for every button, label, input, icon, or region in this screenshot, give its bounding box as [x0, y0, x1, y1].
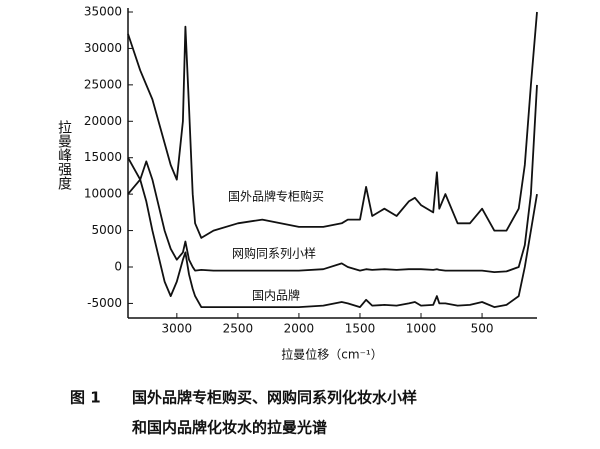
y-tick-label: 20000	[84, 114, 122, 128]
y-tick-label: 10000	[84, 187, 122, 201]
series-label: 网购同系列小样	[232, 246, 316, 261]
y-tick-label: 25000	[84, 77, 122, 91]
x-tick-label: 1000	[406, 322, 437, 336]
spectrum-line	[127, 11, 538, 239]
y-tick-label: -5000	[87, 296, 122, 310]
series-label: 国外品牌专柜购买	[228, 189, 324, 204]
caption-line: 和国内品牌化妆水的拉曼光谱	[132, 419, 327, 437]
x-tick-label: 1500	[345, 322, 376, 336]
caption-label: 图 1	[70, 389, 101, 407]
x-tick-label: 2000	[284, 322, 315, 336]
y-tick-label: 30000	[84, 41, 122, 55]
y-tick-label: 15000	[84, 150, 122, 164]
x-axis-label: 拉曼位移（cm⁻¹）	[281, 347, 382, 362]
caption-line: 国外品牌专柜购买、网购同系列化妆水小样	[132, 389, 417, 407]
x-tick-label: 3000	[162, 322, 193, 336]
y-tick-label: 35000	[84, 5, 122, 19]
series-label: 国内品牌	[252, 289, 300, 303]
spectrum-line	[127, 157, 538, 309]
x-tick-label: 2500	[223, 322, 254, 336]
y-axis-label: 拉曼峰强度	[56, 120, 72, 190]
spectrum-line	[127, 84, 538, 274]
y-tick-label: 0	[114, 260, 122, 274]
x-tick-label: 500	[471, 322, 494, 336]
y-tick-label: 5000	[91, 223, 122, 237]
